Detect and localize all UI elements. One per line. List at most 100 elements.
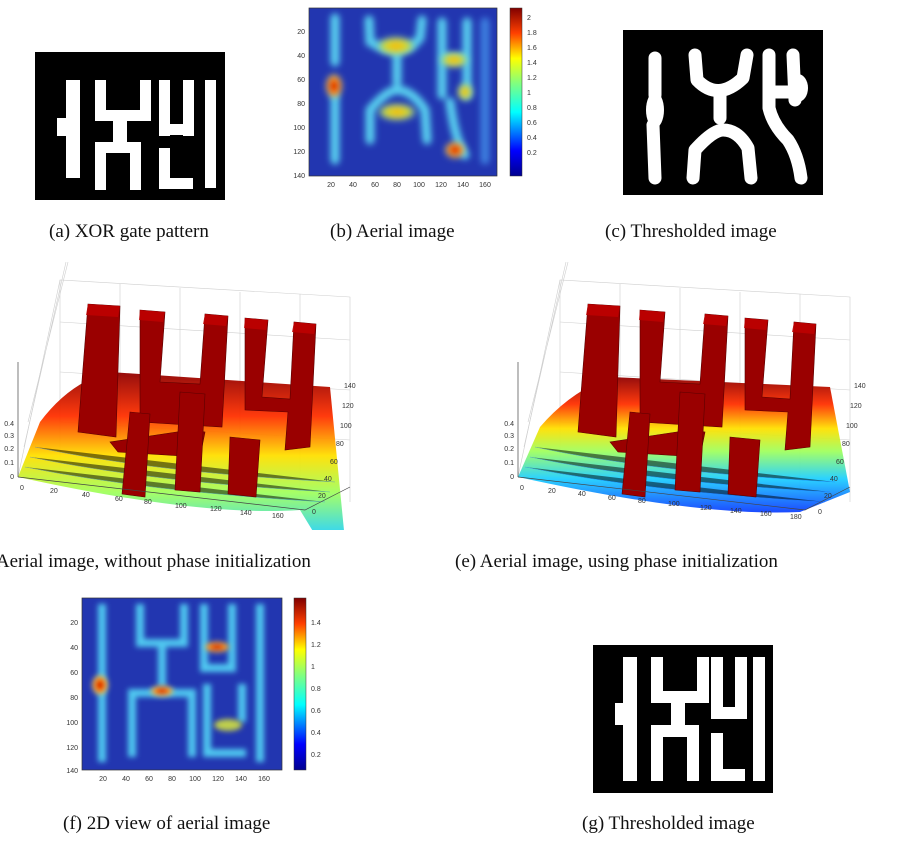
- e-ytick: 40: [830, 476, 838, 483]
- e-ytick: 120: [850, 403, 862, 410]
- b-cbar-tick: 2: [527, 15, 531, 22]
- e-x-ticks: 0 20 40 60 80 100 120 140 160 180: [520, 485, 802, 521]
- e-ytick: 100: [846, 423, 858, 430]
- f-xtick: 160: [258, 776, 270, 783]
- f-xtick: 120: [212, 776, 224, 783]
- d-xtick: 40: [82, 492, 90, 499]
- b-y-ticks: 20 40 60 80 100 120 140: [293, 29, 305, 180]
- e-xtick: 80: [638, 498, 646, 505]
- e-xtick: 40: [578, 491, 586, 498]
- f-ytick: 100: [66, 720, 78, 727]
- e-y-ticks: 0 20 40 60 80 100 120 140: [818, 383, 866, 516]
- e-ytick: 0: [818, 509, 822, 516]
- b-x-ticks: 20 40 60 80 100 120 140 160: [327, 182, 491, 189]
- f-ytick: 40: [70, 645, 78, 652]
- panel-e-surface: 0.4 0.3 0.2 0.1 0 0 20 40 60 80 100 120 …: [500, 262, 880, 530]
- aerial-heatmap-b: 20 40 60 80 100 120 140 20 40 60 80 100 …: [293, 7, 537, 189]
- f-cbar-tick: 0.6: [311, 708, 321, 715]
- caption-d: (d) Aerial image, without phase initiali…: [0, 551, 311, 572]
- f-xtick: 80: [168, 776, 176, 783]
- b-colorbar: [509, 7, 523, 177]
- e-raised-pattern: [577, 303, 817, 498]
- d-ztick: 0.4: [4, 421, 14, 428]
- e-ztick: 0.1: [504, 460, 514, 467]
- d-xtick: 160: [272, 513, 284, 520]
- d-ytick: 140: [344, 383, 356, 390]
- d-xtick: 120: [210, 506, 222, 513]
- d-ytick: 120: [342, 403, 354, 410]
- f-xtick: 40: [122, 776, 130, 783]
- b-xtick: 160: [479, 182, 491, 189]
- panel-d-surface: 0.4 0.3 0.2 0.1 0 0 20 40 60 80 100 120 …: [0, 262, 362, 530]
- b-xtick: 140: [457, 182, 469, 189]
- b-ytick: 40: [297, 53, 305, 60]
- b-cbar-tick: 1: [527, 90, 531, 97]
- panel-f-2d-view: 20 40 60 80 100 120 140 20 40 60 80 100 …: [52, 588, 342, 788]
- f-colorbar-ticks: 1.4 1.2 1 0.8 0.6 0.4 0.2: [311, 620, 321, 759]
- e-xtick: 0: [520, 485, 524, 492]
- f-ytick: 140: [66, 768, 78, 775]
- caption-a: (a) XOR gate pattern: [49, 221, 209, 242]
- f-x-ticks: 20 40 60 80 100 120 140 160: [99, 776, 270, 783]
- f-ytick: 20: [70, 620, 78, 627]
- b-cbar-tick: 0.6: [527, 120, 537, 127]
- d-xtick: 60: [115, 496, 123, 503]
- d-xtick: 20: [50, 488, 58, 495]
- f-colorbar: [293, 597, 307, 771]
- f-cbar-tick: 1: [311, 664, 315, 671]
- e-xtick: 160: [760, 511, 772, 518]
- panel-a-xor-pattern: [35, 52, 225, 200]
- e-xtick: 140: [730, 508, 742, 515]
- b-xtick: 60: [371, 182, 379, 189]
- e-ztick: 0.4: [504, 421, 514, 428]
- d-ztick: 0.1: [4, 460, 14, 467]
- b-xtick: 100: [413, 182, 425, 189]
- thresholded-image-c: [623, 30, 823, 195]
- f-xtick: 20: [99, 776, 107, 783]
- b-ytick: 140: [293, 173, 305, 180]
- b-ytick: 100: [293, 125, 305, 132]
- d-z-ticks: 0.4 0.3 0.2 0.1 0: [4, 421, 14, 481]
- d-ztick: 0.2: [4, 446, 14, 453]
- d-ytick: 100: [340, 423, 352, 430]
- f-ytick: 80: [70, 695, 78, 702]
- aerial-heatmap-f: 20 40 60 80 100 120 140 20 40 60 80 100 …: [66, 597, 321, 783]
- d-xtick: 140: [240, 510, 252, 517]
- caption-g: (g) Thresholded image: [582, 813, 755, 834]
- b-ytick: 60: [297, 77, 305, 84]
- f-cbar-tick: 1.4: [311, 620, 321, 627]
- f-ytick: 120: [66, 745, 78, 752]
- b-xtick: 80: [393, 182, 401, 189]
- e-ytick: 20: [824, 493, 832, 500]
- e-xtick: 100: [668, 501, 680, 508]
- panel-c-thresholded: [623, 30, 823, 195]
- surface-plot-d: 0.4 0.3 0.2 0.1 0 0 20 40 60 80 100 120 …: [4, 262, 356, 530]
- f-xtick: 100: [189, 776, 201, 783]
- b-ytick: 20: [297, 29, 305, 36]
- b-cbar-tick: 1.4: [527, 60, 537, 67]
- f-xtick: 140: [235, 776, 247, 783]
- e-ztick: 0: [510, 474, 514, 481]
- e-ytick: 60: [836, 459, 844, 466]
- d-xtick: 100: [175, 503, 187, 510]
- d-ztick: 0.3: [4, 433, 14, 440]
- e-xtick: 60: [608, 495, 616, 502]
- d-ytick: 80: [336, 441, 344, 448]
- e-z-ticks: 0.4 0.3 0.2 0.1 0: [504, 421, 514, 481]
- d-ytick: 60: [330, 459, 338, 466]
- f-cbar-tick: 1.2: [311, 642, 321, 649]
- e-ztick: 0.3: [504, 433, 514, 440]
- d-ytick: 0: [312, 509, 316, 516]
- f-xtick: 60: [145, 776, 153, 783]
- panel-b-aerial-image: 20 40 60 80 100 120 140 20 40 60 80 100 …: [272, 0, 560, 195]
- d-xtick: 0: [20, 485, 24, 492]
- d-x-ticks: 0 20 40 60 80 100 120 140 160: [20, 485, 284, 520]
- thresholded-image-g: [593, 645, 773, 793]
- b-xtick: 20: [327, 182, 335, 189]
- e-xtick: 120: [700, 505, 712, 512]
- d-ytick: 20: [318, 493, 326, 500]
- caption-b: (b) Aerial image: [330, 221, 455, 242]
- caption-c: (c) Thresholded image: [605, 221, 777, 242]
- d-y-ticks: 0 20 40 60 80 100 120 140: [312, 383, 356, 516]
- b-xtick: 40: [349, 182, 357, 189]
